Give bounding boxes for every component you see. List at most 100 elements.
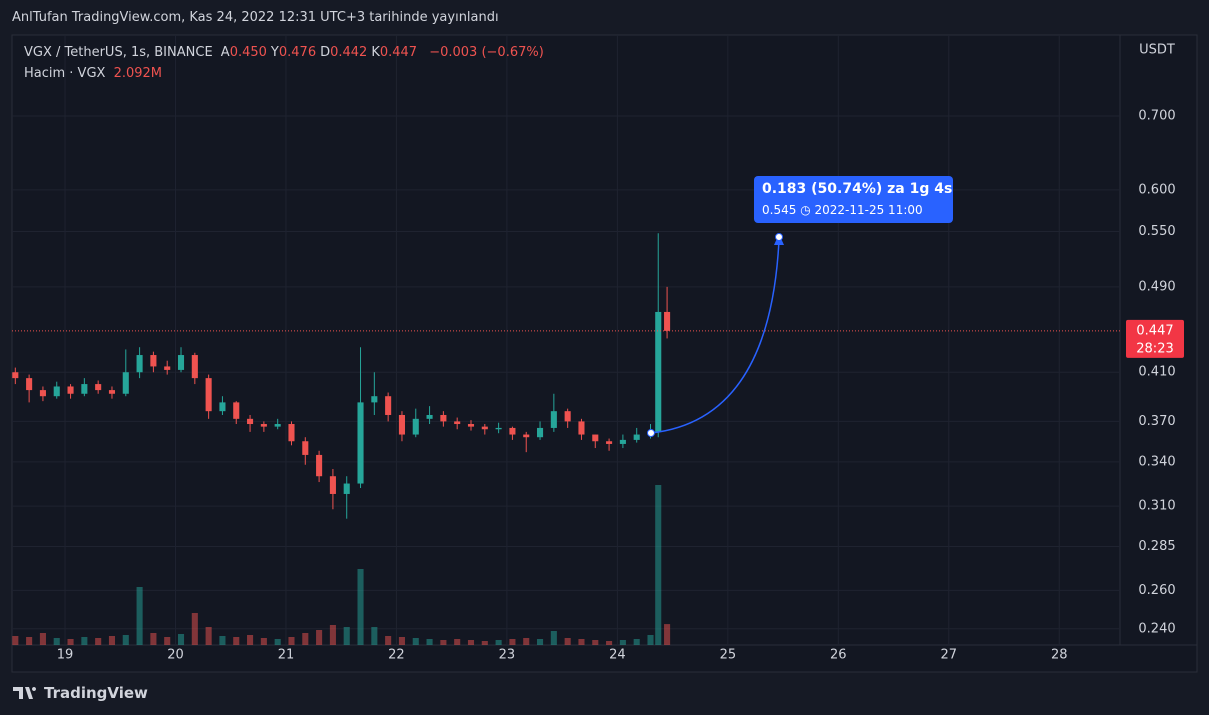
volume-bar (329, 625, 336, 645)
x-tick-label: 19 (57, 648, 74, 663)
y-tick-label: 0.410 (1138, 365, 1175, 380)
volume-bar (26, 637, 33, 645)
change: −0.003 (−0.67%) (429, 45, 544, 60)
volume-bar (274, 639, 281, 645)
candle-body (164, 366, 171, 370)
candle-body (150, 355, 157, 367)
candle-body (343, 483, 350, 494)
candle-body (619, 439, 626, 444)
y-tick-label: 0.340 (1138, 454, 1175, 469)
volume-bar (12, 636, 19, 645)
volume-bar (260, 638, 267, 645)
x-tick-label: 26 (830, 648, 847, 663)
volume-bar (655, 485, 662, 645)
volume-bar (205, 627, 212, 645)
candle-body (371, 396, 378, 403)
volume-bar (467, 640, 475, 645)
y-tick-label: 0.370 (1138, 414, 1175, 429)
candle-body (606, 441, 613, 444)
candle-body (177, 355, 185, 370)
y-tick-label: 0.600 (1138, 182, 1175, 197)
y-tick-label: 0.240 (1138, 621, 1175, 636)
candle-body (550, 411, 557, 428)
volume-bar (39, 633, 46, 645)
volume-bar (606, 641, 613, 645)
candle-body (385, 396, 392, 415)
candle-body (592, 434, 599, 442)
volume-label: Hacim · VGX (24, 66, 106, 81)
volume-bar (316, 630, 323, 645)
volume-bar (288, 637, 295, 645)
candle-body (481, 426, 488, 430)
symbol-legend: VGX / TetherUS, 1s, BINANCE A0.450 Y0.476… (24, 45, 548, 60)
y-tick-label: 0.490 (1138, 279, 1175, 294)
y-axis-label: USDT (1139, 43, 1175, 58)
candle-body (357, 402, 364, 484)
candle-body (233, 402, 240, 419)
x-tick-label: 20 (167, 648, 184, 663)
projection-start (647, 429, 655, 437)
volume-bar (564, 638, 571, 645)
volume-bar (108, 636, 116, 645)
projection-change: 0.183 (50.74%) za 1g 4s (762, 181, 953, 197)
volume-bar (412, 638, 419, 645)
candle-body (26, 378, 33, 391)
candle-body (302, 441, 309, 455)
volume-bar (219, 636, 226, 645)
symbol: VGX / TetherUS, 1s, BINANCE (24, 45, 213, 60)
candle-body (122, 372, 129, 394)
volume-bar (633, 639, 640, 645)
candle-body (108, 390, 116, 394)
candle-body (578, 421, 585, 435)
candle-body (95, 384, 102, 391)
volume-bar (191, 613, 198, 645)
volume-bar (509, 639, 516, 645)
volume-bar (664, 624, 671, 645)
plot-area (12, 35, 1120, 645)
ohlc-value: 0.476 (278, 45, 317, 60)
y-tick-label: 0.285 (1138, 539, 1175, 554)
candle-body (81, 384, 88, 394)
candle-body (136, 355, 143, 373)
ohlc-key: K (371, 45, 380, 60)
volume-bar (357, 569, 364, 645)
volume-bar (136, 587, 143, 645)
candle-body (454, 421, 461, 425)
y-tick-label: 0.260 (1138, 583, 1175, 598)
published-note: AnlTufan TradingView.com, Kas 24, 2022 1… (12, 10, 499, 25)
ohlc-key: A (220, 45, 230, 60)
ohlc-key: D (320, 45, 331, 60)
projection-box: 0.183 (50.74%) za 1g 4s 0.545 ◷ 2022-11-… (754, 176, 953, 223)
chart-background (11, 34, 1198, 673)
ohlc-value: 0.447 (379, 45, 418, 60)
volume-bar (122, 635, 129, 645)
x-tick-label: 23 (499, 648, 516, 663)
volume-legend: Hacim · VGX 2.092M (24, 66, 166, 81)
volume-bar (647, 635, 654, 645)
candle-body (205, 378, 212, 412)
volume-bar (371, 627, 378, 645)
tradingview-logo (13, 687, 37, 699)
candle-body (219, 402, 226, 412)
volume-bar (592, 640, 599, 645)
projection-price: 0.545 (762, 203, 797, 217)
candle-body (509, 427, 516, 435)
volume-bar (495, 640, 502, 645)
volume-bar (53, 638, 60, 645)
logo-shape (13, 687, 37, 699)
candle-body (426, 414, 433, 419)
ohlc: A0.450 Y0.476 D0.442 K0.447 (221, 45, 421, 60)
x-tick-label: 28 (1051, 648, 1068, 663)
volume-bar (523, 638, 530, 645)
candle-body (440, 414, 447, 422)
candle-body (467, 424, 475, 427)
candle-body (398, 414, 405, 435)
candle-body (274, 424, 281, 427)
projection-date: 2022-11-25 11:00 (814, 203, 923, 217)
last-price-box (1126, 319, 1184, 358)
volume-bar (164, 637, 171, 645)
x-tick-label: 21 (278, 648, 295, 663)
candle-body (633, 434, 640, 440)
volume-bar (385, 636, 392, 645)
x-tick-label: 27 (941, 648, 958, 663)
